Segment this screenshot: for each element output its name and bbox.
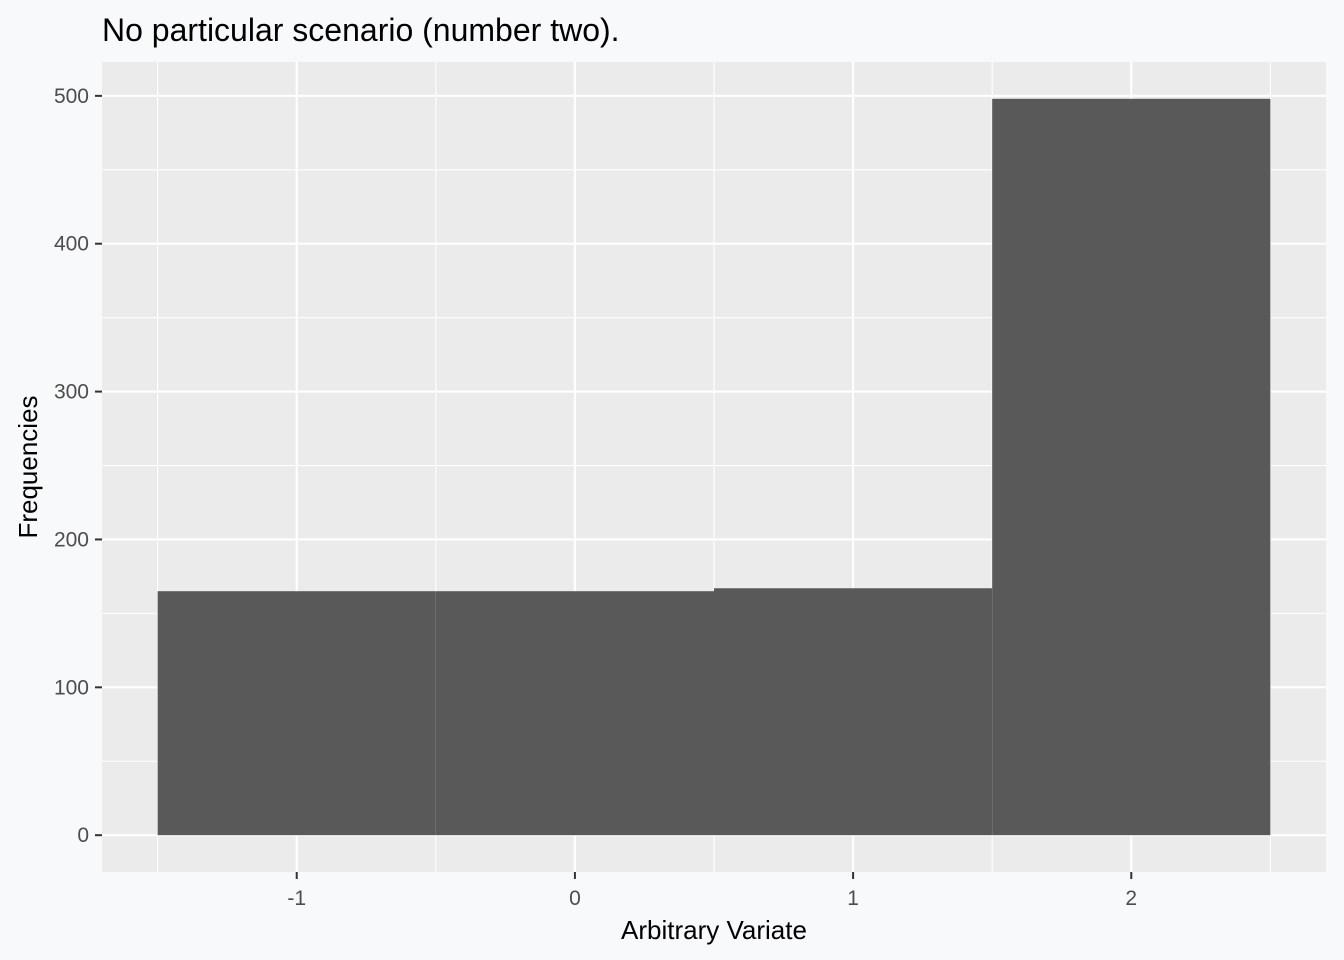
y-tick-label: 0 xyxy=(77,824,89,847)
histogram-bar xyxy=(435,591,714,836)
histogram-bar xyxy=(157,591,436,836)
y-tick-label: 300 xyxy=(54,381,89,404)
x-axis: -1 0 1 2 xyxy=(287,872,1137,910)
y-axis-title: Frequencies xyxy=(13,395,43,538)
y-tick-label: 200 xyxy=(54,528,89,551)
y-axis: 0 100 200 300 400 500 xyxy=(54,85,102,847)
y-tick-label: 500 xyxy=(54,85,89,108)
x-axis-title: Arbitrary Variate xyxy=(621,915,807,945)
x-tick-label: 1 xyxy=(847,887,859,910)
histogram-bar xyxy=(714,588,993,836)
chart-title: No particular scenario (number two). xyxy=(102,12,620,48)
histogram-bars xyxy=(157,98,1271,836)
y-tick-label: 400 xyxy=(54,233,89,256)
x-tick-label: 0 xyxy=(569,887,581,910)
x-tick-label: 2 xyxy=(1125,887,1137,910)
x-tick-label: -1 xyxy=(287,887,306,910)
histogram-bar xyxy=(992,98,1271,836)
y-tick-label: 100 xyxy=(54,676,89,699)
